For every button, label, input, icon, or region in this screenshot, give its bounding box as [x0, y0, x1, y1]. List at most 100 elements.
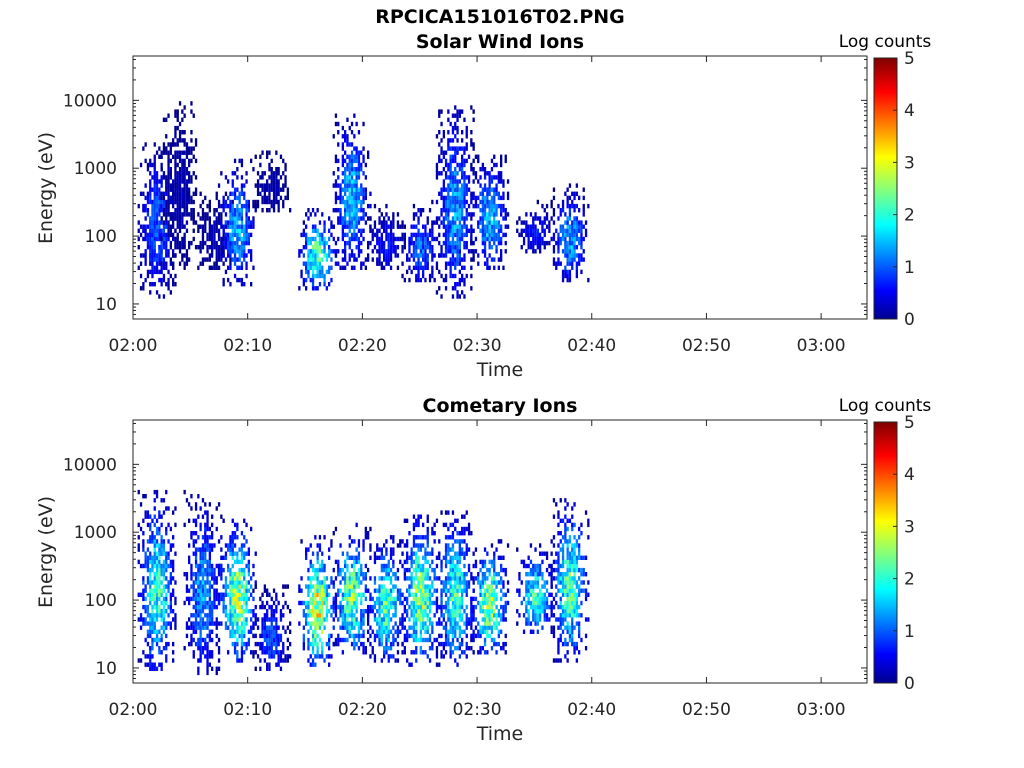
spectrogram-cell — [350, 199, 354, 205]
spectrogram-cell — [279, 609, 283, 614]
spectrogram-cell — [385, 576, 388, 581]
spectrogram-cell — [254, 580, 257, 585]
spectrogram-cell — [309, 261, 312, 266]
spectrogram-cell — [389, 236, 393, 242]
spectrogram-cell — [461, 629, 464, 634]
spectrogram-cell — [181, 191, 184, 196]
spectrogram-cell — [211, 617, 214, 622]
spectrogram-cell — [451, 203, 455, 209]
spectrogram-cell — [204, 216, 207, 221]
spectrogram-cell — [362, 641, 365, 647]
spectrogram-cell — [149, 654, 152, 659]
spectrogram-cell — [440, 580, 443, 585]
spectrogram-cell — [217, 245, 221, 250]
spectrogram-cell — [543, 245, 546, 250]
spectrogram-cell — [181, 187, 184, 192]
spectrogram-cell — [270, 641, 273, 647]
spectrogram-cell — [167, 175, 170, 180]
spectrogram-cell — [298, 253, 301, 258]
spectrogram-cell — [188, 162, 191, 168]
spectrogram-cell — [422, 249, 425, 254]
spectrogram-cell — [323, 658, 326, 663]
spectrogram-cell — [197, 547, 200, 552]
spectrogram-cell — [169, 187, 172, 192]
spectrogram-cell — [240, 547, 244, 552]
spectrogram-cell — [233, 592, 237, 597]
spectrogram-cell — [240, 265, 244, 270]
spectrogram-cell — [463, 277, 466, 283]
spectrogram-cell — [172, 510, 175, 515]
spectrogram-cell — [174, 613, 177, 618]
spectrogram-cell — [488, 253, 491, 258]
spectrogram-cell — [389, 617, 393, 622]
spectrogram-cell — [245, 646, 248, 651]
spectrogram-cell — [250, 220, 253, 225]
spectrogram-cell — [263, 629, 266, 634]
spectrogram-cell — [357, 195, 361, 201]
spectrogram-cell — [383, 265, 386, 270]
spectrogram-cell — [204, 220, 207, 225]
spectrogram-cell — [378, 609, 381, 614]
spectrogram-cell — [481, 167, 484, 172]
spectrogram-cell — [387, 245, 390, 250]
spectrogram-cell — [201, 240, 205, 246]
spectrogram-cell — [380, 588, 383, 593]
spectrogram-cell — [309, 584, 312, 589]
spectrogram-cell — [387, 240, 390, 246]
spectrogram-cell — [314, 572, 317, 577]
spectrogram-cell — [300, 269, 303, 275]
spectrogram-cell — [144, 637, 147, 643]
spectrogram-cell — [435, 518, 439, 523]
spectrogram-cell — [493, 199, 496, 205]
spectrogram-cell — [346, 187, 349, 192]
spectrogram-cell — [190, 567, 193, 573]
spectrogram-cell — [389, 547, 393, 552]
spectrogram-cell — [137, 489, 140, 495]
spectrogram-cell — [199, 625, 202, 630]
spectrogram-cell — [190, 175, 193, 180]
spectrogram-cell — [151, 596, 154, 602]
spectrogram-cell — [318, 220, 322, 225]
spectrogram-cell — [376, 555, 379, 560]
spectrogram-cell — [350, 600, 354, 606]
spectrogram-cell — [573, 224, 576, 229]
spectrogram-cell — [197, 658, 200, 663]
spectrogram-cell — [353, 563, 356, 569]
spectrogram-cell — [307, 208, 310, 213]
spectrogram-cell — [573, 195, 576, 201]
spectrogram-cell — [490, 158, 494, 164]
spectrogram-cell — [169, 257, 172, 262]
spectrogram-cell — [435, 637, 439, 643]
spectrogram-cell — [456, 249, 459, 254]
spectrogram-cell — [566, 232, 569, 238]
spectrogram-cell — [165, 187, 168, 192]
spectrogram-cell — [178, 179, 182, 184]
spectrogram-cell — [456, 613, 459, 618]
spectrogram-cell — [399, 539, 402, 544]
spectrogram-cell — [162, 232, 166, 238]
spectrogram-cell — [385, 563, 388, 569]
spectrogram-cell — [348, 245, 351, 250]
spectrogram-cell — [456, 183, 459, 188]
spectrogram-cell — [162, 142, 166, 147]
spectrogram-cell — [419, 604, 422, 610]
spectrogram-cell — [357, 208, 361, 213]
spectrogram-cell — [211, 249, 214, 254]
spectrogram-cell — [231, 588, 234, 593]
spectrogram-cell — [330, 604, 333, 610]
spectrogram-cell — [412, 650, 416, 655]
spectrogram-cell — [360, 208, 363, 213]
spectrogram-cell — [461, 576, 464, 581]
spectrogram-cell — [415, 236, 418, 242]
spectrogram-cell — [447, 547, 450, 552]
spectrogram-cell — [385, 232, 388, 238]
spectrogram-cell — [431, 253, 434, 258]
spectrogram-cell — [362, 199, 365, 205]
spectrogram-cell — [167, 506, 170, 511]
spectrogram-cell — [406, 658, 409, 663]
spectrogram-cell — [444, 162, 448, 168]
spectrogram-cell — [325, 584, 328, 589]
spectrogram-cell — [158, 547, 161, 552]
spectrogram-cell — [192, 171, 195, 176]
